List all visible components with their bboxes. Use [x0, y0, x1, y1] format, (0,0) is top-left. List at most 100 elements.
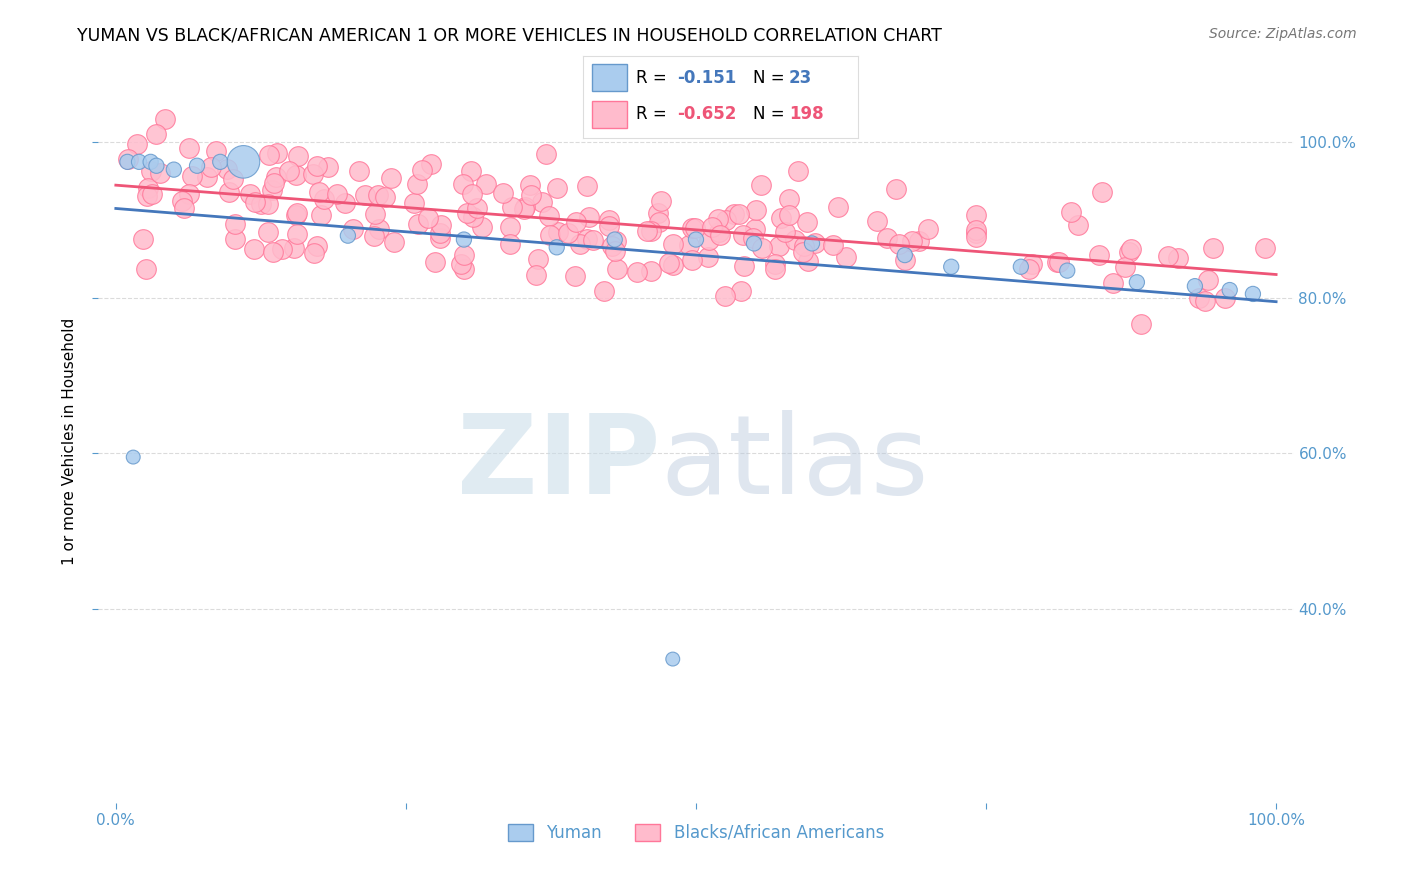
- Point: [626, 265, 648, 279]
- Point: [568, 237, 591, 252]
- Point: [941, 260, 963, 274]
- Text: YUMAN VS BLACK/AFRICAN AMERICAN 1 OR MORE VEHICLES IN HOUSEHOLD CORRELATION CHAR: YUMAN VS BLACK/AFRICAN AMERICAN 1 OR MOR…: [77, 27, 942, 45]
- Point: [557, 226, 579, 240]
- Point: [513, 202, 536, 216]
- Point: [894, 248, 917, 262]
- Point: [277, 164, 299, 178]
- Point: [335, 196, 357, 211]
- Point: [662, 236, 685, 251]
- Point: [606, 262, 628, 277]
- Text: ZIP: ZIP: [457, 409, 661, 516]
- Point: [430, 218, 453, 232]
- Point: [714, 289, 737, 303]
- Point: [1167, 251, 1189, 265]
- Point: [773, 225, 796, 239]
- Point: [305, 239, 328, 253]
- Point: [917, 222, 939, 236]
- Point: [367, 188, 389, 202]
- Point: [787, 163, 810, 178]
- Point: [209, 154, 232, 169]
- Point: [139, 154, 162, 169]
- Point: [683, 220, 706, 235]
- Point: [1101, 276, 1123, 290]
- Point: [662, 259, 685, 273]
- Point: [564, 215, 586, 229]
- Text: atlas: atlas: [661, 409, 928, 516]
- Point: [598, 219, 620, 233]
- Point: [835, 250, 858, 264]
- Point: [640, 224, 662, 238]
- Point: [707, 211, 730, 226]
- Text: Source: ZipAtlas.com: Source: ZipAtlas.com: [1209, 27, 1357, 41]
- Point: [501, 200, 523, 214]
- FancyBboxPatch shape: [592, 102, 627, 128]
- Point: [406, 177, 429, 191]
- Point: [131, 232, 153, 246]
- Point: [492, 186, 515, 200]
- Point: [907, 234, 929, 248]
- Point: [965, 226, 987, 240]
- Point: [453, 233, 475, 247]
- Point: [866, 213, 889, 227]
- Text: -0.652: -0.652: [676, 105, 737, 123]
- Point: [593, 285, 616, 299]
- Point: [527, 252, 550, 267]
- Point: [1126, 275, 1149, 289]
- Point: [224, 232, 246, 246]
- Point: [886, 182, 908, 196]
- Point: [685, 233, 707, 247]
- Point: [900, 235, 922, 249]
- Point: [153, 112, 176, 127]
- Point: [172, 194, 194, 208]
- Text: R =: R =: [636, 105, 666, 123]
- Point: [778, 192, 800, 206]
- Point: [342, 221, 364, 235]
- Point: [308, 185, 330, 199]
- Text: N =: N =: [754, 105, 785, 123]
- Point: [287, 149, 309, 163]
- Point: [731, 228, 754, 243]
- Point: [564, 269, 586, 284]
- Legend: Yuman, Blacks/African Americans: Yuman, Blacks/African Americans: [502, 817, 890, 848]
- Point: [461, 186, 484, 201]
- Point: [965, 223, 987, 237]
- Point: [451, 177, 474, 191]
- Point: [547, 225, 569, 239]
- Point: [374, 190, 396, 204]
- Point: [749, 178, 772, 192]
- Point: [243, 242, 266, 256]
- Point: [697, 233, 720, 247]
- Point: [283, 241, 305, 255]
- Point: [1184, 279, 1206, 293]
- Point: [1067, 218, 1090, 232]
- Point: [1213, 291, 1236, 305]
- Point: [648, 214, 671, 228]
- Point: [894, 252, 917, 267]
- Point: [453, 248, 475, 262]
- Point: [821, 238, 844, 252]
- Point: [266, 146, 288, 161]
- Point: [1059, 205, 1081, 219]
- Point: [200, 160, 222, 174]
- Point: [1018, 262, 1040, 277]
- Point: [263, 176, 285, 190]
- Point: [742, 230, 765, 244]
- Point: [578, 210, 600, 224]
- Text: R =: R =: [636, 69, 666, 87]
- Text: 23: 23: [789, 69, 813, 87]
- Point: [1253, 241, 1275, 255]
- Point: [650, 194, 672, 209]
- Point: [1046, 255, 1069, 269]
- Point: [316, 160, 339, 174]
- Point: [380, 171, 402, 186]
- Point: [420, 157, 443, 171]
- Point: [1130, 317, 1153, 331]
- Point: [520, 188, 543, 202]
- Point: [177, 141, 200, 155]
- Point: [149, 165, 172, 179]
- Point: [696, 250, 718, 264]
- Point: [250, 196, 273, 211]
- Point: [575, 179, 598, 194]
- Point: [768, 238, 790, 252]
- Point: [1114, 260, 1136, 274]
